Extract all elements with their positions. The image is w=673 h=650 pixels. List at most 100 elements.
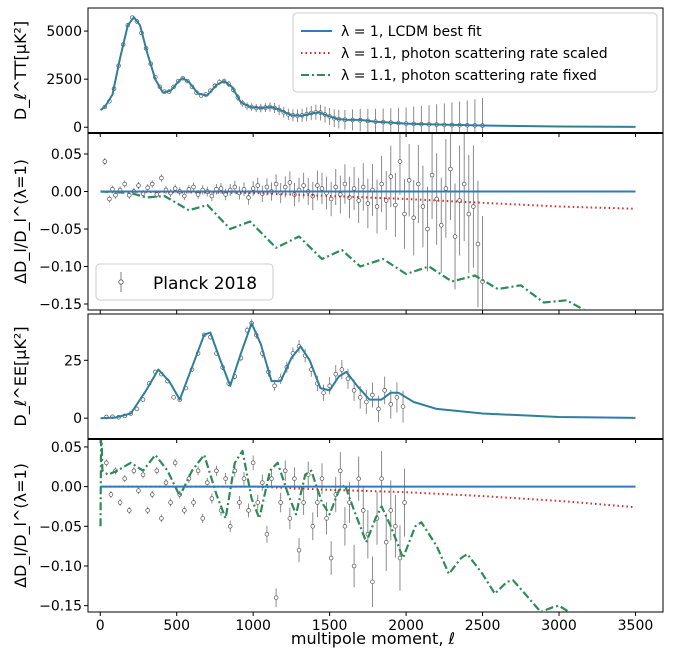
planck-point [361, 184, 366, 190]
planck-point [310, 524, 316, 529]
planck-point [227, 524, 233, 529]
y-tick-label: 0.05 [51, 440, 82, 456]
y-tick-label: 0 [73, 411, 82, 427]
planck-point [376, 406, 381, 412]
series-line-scaled [100, 485, 636, 509]
y-tick-label: 0.00 [51, 480, 82, 496]
planck-point [154, 468, 160, 473]
planck-point [200, 516, 205, 521]
y-tick-label: 0 [73, 120, 82, 136]
planck-point [172, 186, 178, 191]
planck-point [328, 555, 334, 561]
planck-point [333, 184, 338, 190]
tt-residual-panel: 0.05 0.00 −0.05 −0.10 −0.15 ΔD_l/D_l^(λ=1) [11, 132, 664, 314]
planck-point [370, 579, 375, 585]
planck-point [315, 183, 320, 188]
planck-legend-marker [118, 279, 124, 285]
planck-point [338, 468, 343, 473]
planck-point [475, 241, 481, 247]
planck-point [393, 524, 398, 529]
planck-point [342, 524, 348, 529]
planck-point [301, 183, 306, 188]
planck-point [351, 186, 357, 191]
y-tick-label: −0.05 [39, 222, 82, 238]
planck-point [149, 181, 155, 187]
y-tick-label: 0.00 [51, 185, 82, 201]
y-tick-label: −0.10 [39, 260, 82, 276]
planck-point [264, 184, 270, 190]
planck-point [296, 547, 302, 553]
planck-point [351, 388, 357, 393]
ee-residual-panel: 0.05 0.00 −0.05 −0.10 −0.15 ΔD_l/D_l^(λ=1) [11, 438, 664, 616]
planck-point [246, 508, 251, 513]
planck-point [191, 500, 196, 505]
planck-point [136, 488, 141, 493]
planck-point [154, 192, 160, 197]
planck-point [140, 472, 146, 477]
planck-point [278, 500, 283, 505]
planck-point [374, 204, 380, 209]
y-axis-title: D_ℓ^TT[μK²] [11, 21, 31, 120]
planck-point [218, 186, 224, 191]
planck-point [416, 181, 421, 187]
x-tick-label: 1500 [312, 618, 348, 634]
planck-point [397, 555, 403, 561]
y-tick-label: 2500 [46, 72, 82, 88]
planck-point [466, 211, 472, 217]
series-line-lcdm [100, 322, 636, 420]
planck-point [209, 496, 215, 501]
planck-point [182, 508, 187, 513]
planck-point [195, 468, 201, 473]
planck-point [461, 181, 467, 187]
tt-spectrum-panel: 0 2500 5000 D_ℓ^TT[μK²] [11, 7, 664, 137]
planck-point [102, 159, 108, 164]
planck-point [443, 186, 449, 191]
planck-point [287, 516, 293, 521]
planck-point [145, 508, 150, 513]
planck-point [195, 192, 201, 197]
planck-point [232, 184, 238, 190]
series-line-fixed [99, 439, 572, 612]
series-line-scaled [100, 190, 636, 210]
x-tick-label: 1000 [235, 618, 271, 634]
planck-point [127, 508, 132, 513]
planck-point [452, 234, 458, 239]
ee-spectrum-panel: 0 25 D_ℓ^EE[μK²] [11, 313, 664, 443]
planck-point [168, 500, 173, 505]
planck-point [214, 468, 219, 473]
y-tick-label: −0.15 [39, 599, 82, 615]
planck-point [273, 595, 279, 600]
planck-point [113, 193, 118, 198]
planck-point [283, 468, 288, 473]
planck-point [333, 371, 338, 377]
planck-legend: Planck 2018 [95, 263, 274, 301]
planck-point [402, 500, 407, 505]
planck-point [107, 196, 112, 202]
planck-point [324, 516, 329, 521]
planck-point [420, 204, 426, 209]
planck-point [383, 198, 389, 203]
planck-point [388, 174, 394, 179]
planck-point [122, 181, 127, 187]
planck-point [406, 178, 412, 183]
planck-point [159, 175, 164, 181]
planck-point [292, 476, 297, 481]
planck-point [255, 500, 260, 505]
planck-point [287, 180, 293, 185]
series-line-fixed-overlay [100, 16, 636, 128]
planck-point [149, 492, 155, 497]
planck-point [429, 172, 435, 178]
planck-point [273, 181, 279, 187]
planck-point [104, 460, 109, 466]
planck-point [319, 186, 325, 191]
y-axis-title: ΔD_l/D_l^(λ=1) [11, 463, 31, 588]
planck-point [439, 223, 444, 228]
x-tick-label: 500 [163, 618, 190, 634]
planck-point [246, 195, 251, 200]
planck-point [356, 198, 361, 203]
planck-point [315, 500, 320, 505]
planck-point [108, 492, 114, 497]
plot-frame [87, 438, 664, 613]
planck-point [264, 531, 270, 537]
planck-point [260, 480, 265, 485]
